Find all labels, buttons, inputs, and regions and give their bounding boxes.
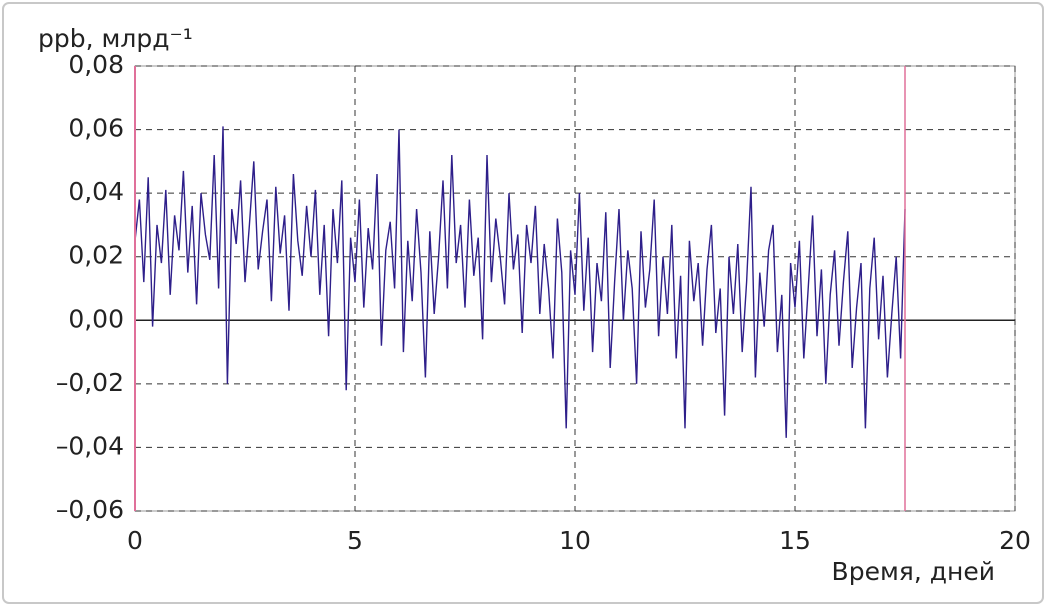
y-tick-label: –0,06 (56, 495, 124, 524)
y-tick-label: 0,06 (68, 114, 124, 143)
data-line (134, 126, 906, 438)
y-tick-label: 0,08 (68, 50, 124, 79)
x-tick-label: 10 (559, 526, 591, 555)
y-tick-label: –0,04 (56, 431, 124, 460)
x-tick-label: 15 (779, 526, 811, 555)
x-axis-label: Время, дней (832, 557, 995, 586)
x-tick-label: 5 (347, 526, 363, 555)
y-tick-label: 0,00 (68, 304, 124, 333)
y-axis-label: ppb, млрд⁻¹ (38, 24, 193, 53)
y-tick-label: 0,02 (68, 241, 124, 270)
y-tick-label: –0,02 (56, 368, 124, 397)
x-tick-label: 20 (999, 526, 1031, 555)
y-tick-label: 0,04 (68, 177, 124, 206)
x-tick-label: 0 (127, 526, 143, 555)
marks (134, 66, 906, 511)
